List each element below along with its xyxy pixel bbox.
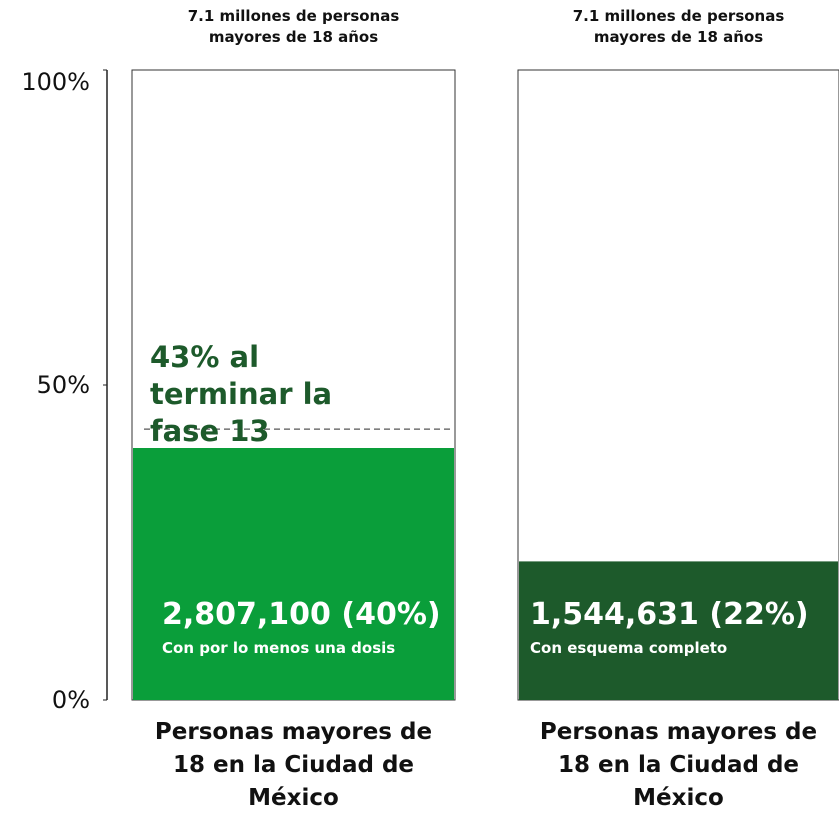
value-label: 1,544,631 (22%)	[530, 597, 809, 632]
panel-header: 7.1 millones de personas mayores de 18 a…	[572, 7, 785, 46]
value-label: 2,807,100 (40%)	[162, 597, 441, 632]
value-box: 1,544,631 (22%) Con esquema completo	[530, 596, 839, 658]
reference-label: 43% al terminar la fase 13	[150, 340, 333, 449]
value-box: 2,807,100 (40%) Con por lo menos una dosi…	[162, 596, 442, 658]
y-tick-label: 100%	[21, 68, 90, 96]
y-tick-label: 50%	[36, 371, 90, 399]
value-description: Con esquema completo	[530, 639, 728, 657]
y-tick-label: 0%	[51, 686, 90, 714]
category-label: Personas mayores de 18 en la Ciudad de M…	[539, 719, 818, 811]
panel-header: 7.1 millones de personas mayores de 18 a…	[187, 7, 400, 46]
category-label: Personas mayores de 18 en la Ciudad de M…	[154, 719, 433, 811]
bar	[519, 561, 838, 700]
value-description: Con por lo menos una dosis	[162, 639, 396, 657]
bar	[133, 448, 454, 700]
